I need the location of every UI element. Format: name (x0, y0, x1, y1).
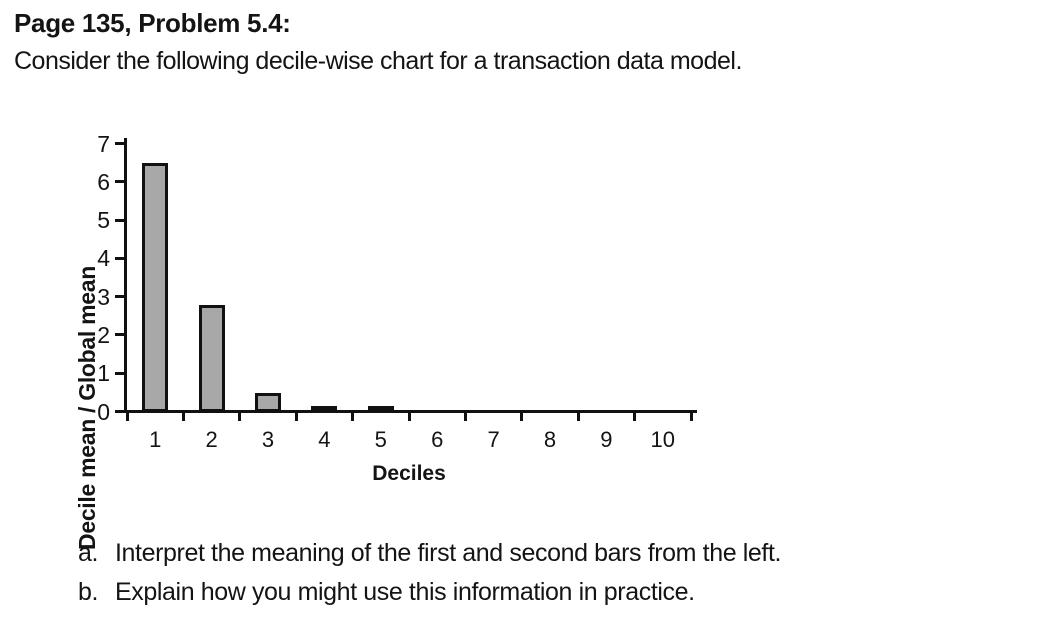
bar (367, 406, 394, 412)
x-tick (520, 413, 524, 421)
bar (311, 406, 338, 412)
x-tick (238, 413, 242, 421)
bar (142, 163, 169, 412)
question-b: b. Explain how you might use this inform… (78, 577, 781, 607)
x-tick (294, 413, 298, 421)
problem-title: Page 135, Problem 5.4: (14, 8, 291, 38)
x-tick-label: 4 (318, 427, 331, 452)
x-tick-label: 3 (261, 427, 275, 452)
y-tick-label: 5 (97, 207, 110, 234)
y-tick-label: 4 (97, 245, 110, 272)
x-tick (407, 413, 411, 421)
x-tick (689, 413, 693, 421)
question-b-text: Explain how you might use this informati… (115, 578, 695, 606)
question-list: a. Interpret the meaning of the first an… (78, 538, 781, 616)
y-tick-label: 0 (97, 398, 110, 425)
x-axis-label: Deciles (372, 462, 446, 485)
y-tick (115, 180, 125, 184)
y-tick (115, 410, 125, 413)
x-tick (125, 413, 129, 421)
y-axis-line (124, 138, 127, 413)
y-tick (115, 333, 125, 337)
x-tick-label: 6 (431, 427, 444, 452)
y-tick (115, 256, 125, 260)
y-tick (115, 371, 125, 375)
y-tick (115, 142, 125, 145)
x-tick-label: 10 (650, 427, 676, 452)
x-axis-line (124, 410, 697, 413)
plot-area: 0 1 2 3 4 5 6 7 1 2 3 4 5 6 7 8 9 10 (40, 126, 720, 511)
bar (198, 305, 225, 412)
y-tick-label: 7 (97, 130, 110, 157)
x-tick-label: 9 (600, 427, 613, 452)
x-tick (463, 413, 467, 421)
y-tick-label: 1 (97, 360, 110, 387)
question-a-marker: a. (78, 539, 99, 567)
y-tick-label: 3 (97, 283, 110, 310)
y-tick (115, 295, 125, 299)
x-tick (351, 413, 355, 421)
x-tick-label: 7 (487, 427, 500, 452)
y-tick (115, 218, 125, 222)
bar (255, 393, 281, 412)
question-a-text: Interpret the meaning of the first and s… (115, 539, 782, 567)
intro-text: Consider the following decile-wise chart… (14, 47, 742, 75)
question-b-marker: b. (78, 578, 99, 606)
x-tick-label: 8 (543, 427, 557, 452)
x-tick-label: 5 (374, 427, 387, 452)
question-a: a. Interpret the meaning of the first an… (78, 538, 781, 568)
y-tick-label: 6 (97, 168, 110, 195)
x-tick (181, 413, 185, 421)
x-tick-label: 1 (149, 427, 162, 452)
y-tick-label: 2 (97, 321, 110, 348)
x-tick-label: 2 (205, 427, 218, 452)
x-tick (633, 413, 637, 421)
x-tick (576, 413, 580, 421)
